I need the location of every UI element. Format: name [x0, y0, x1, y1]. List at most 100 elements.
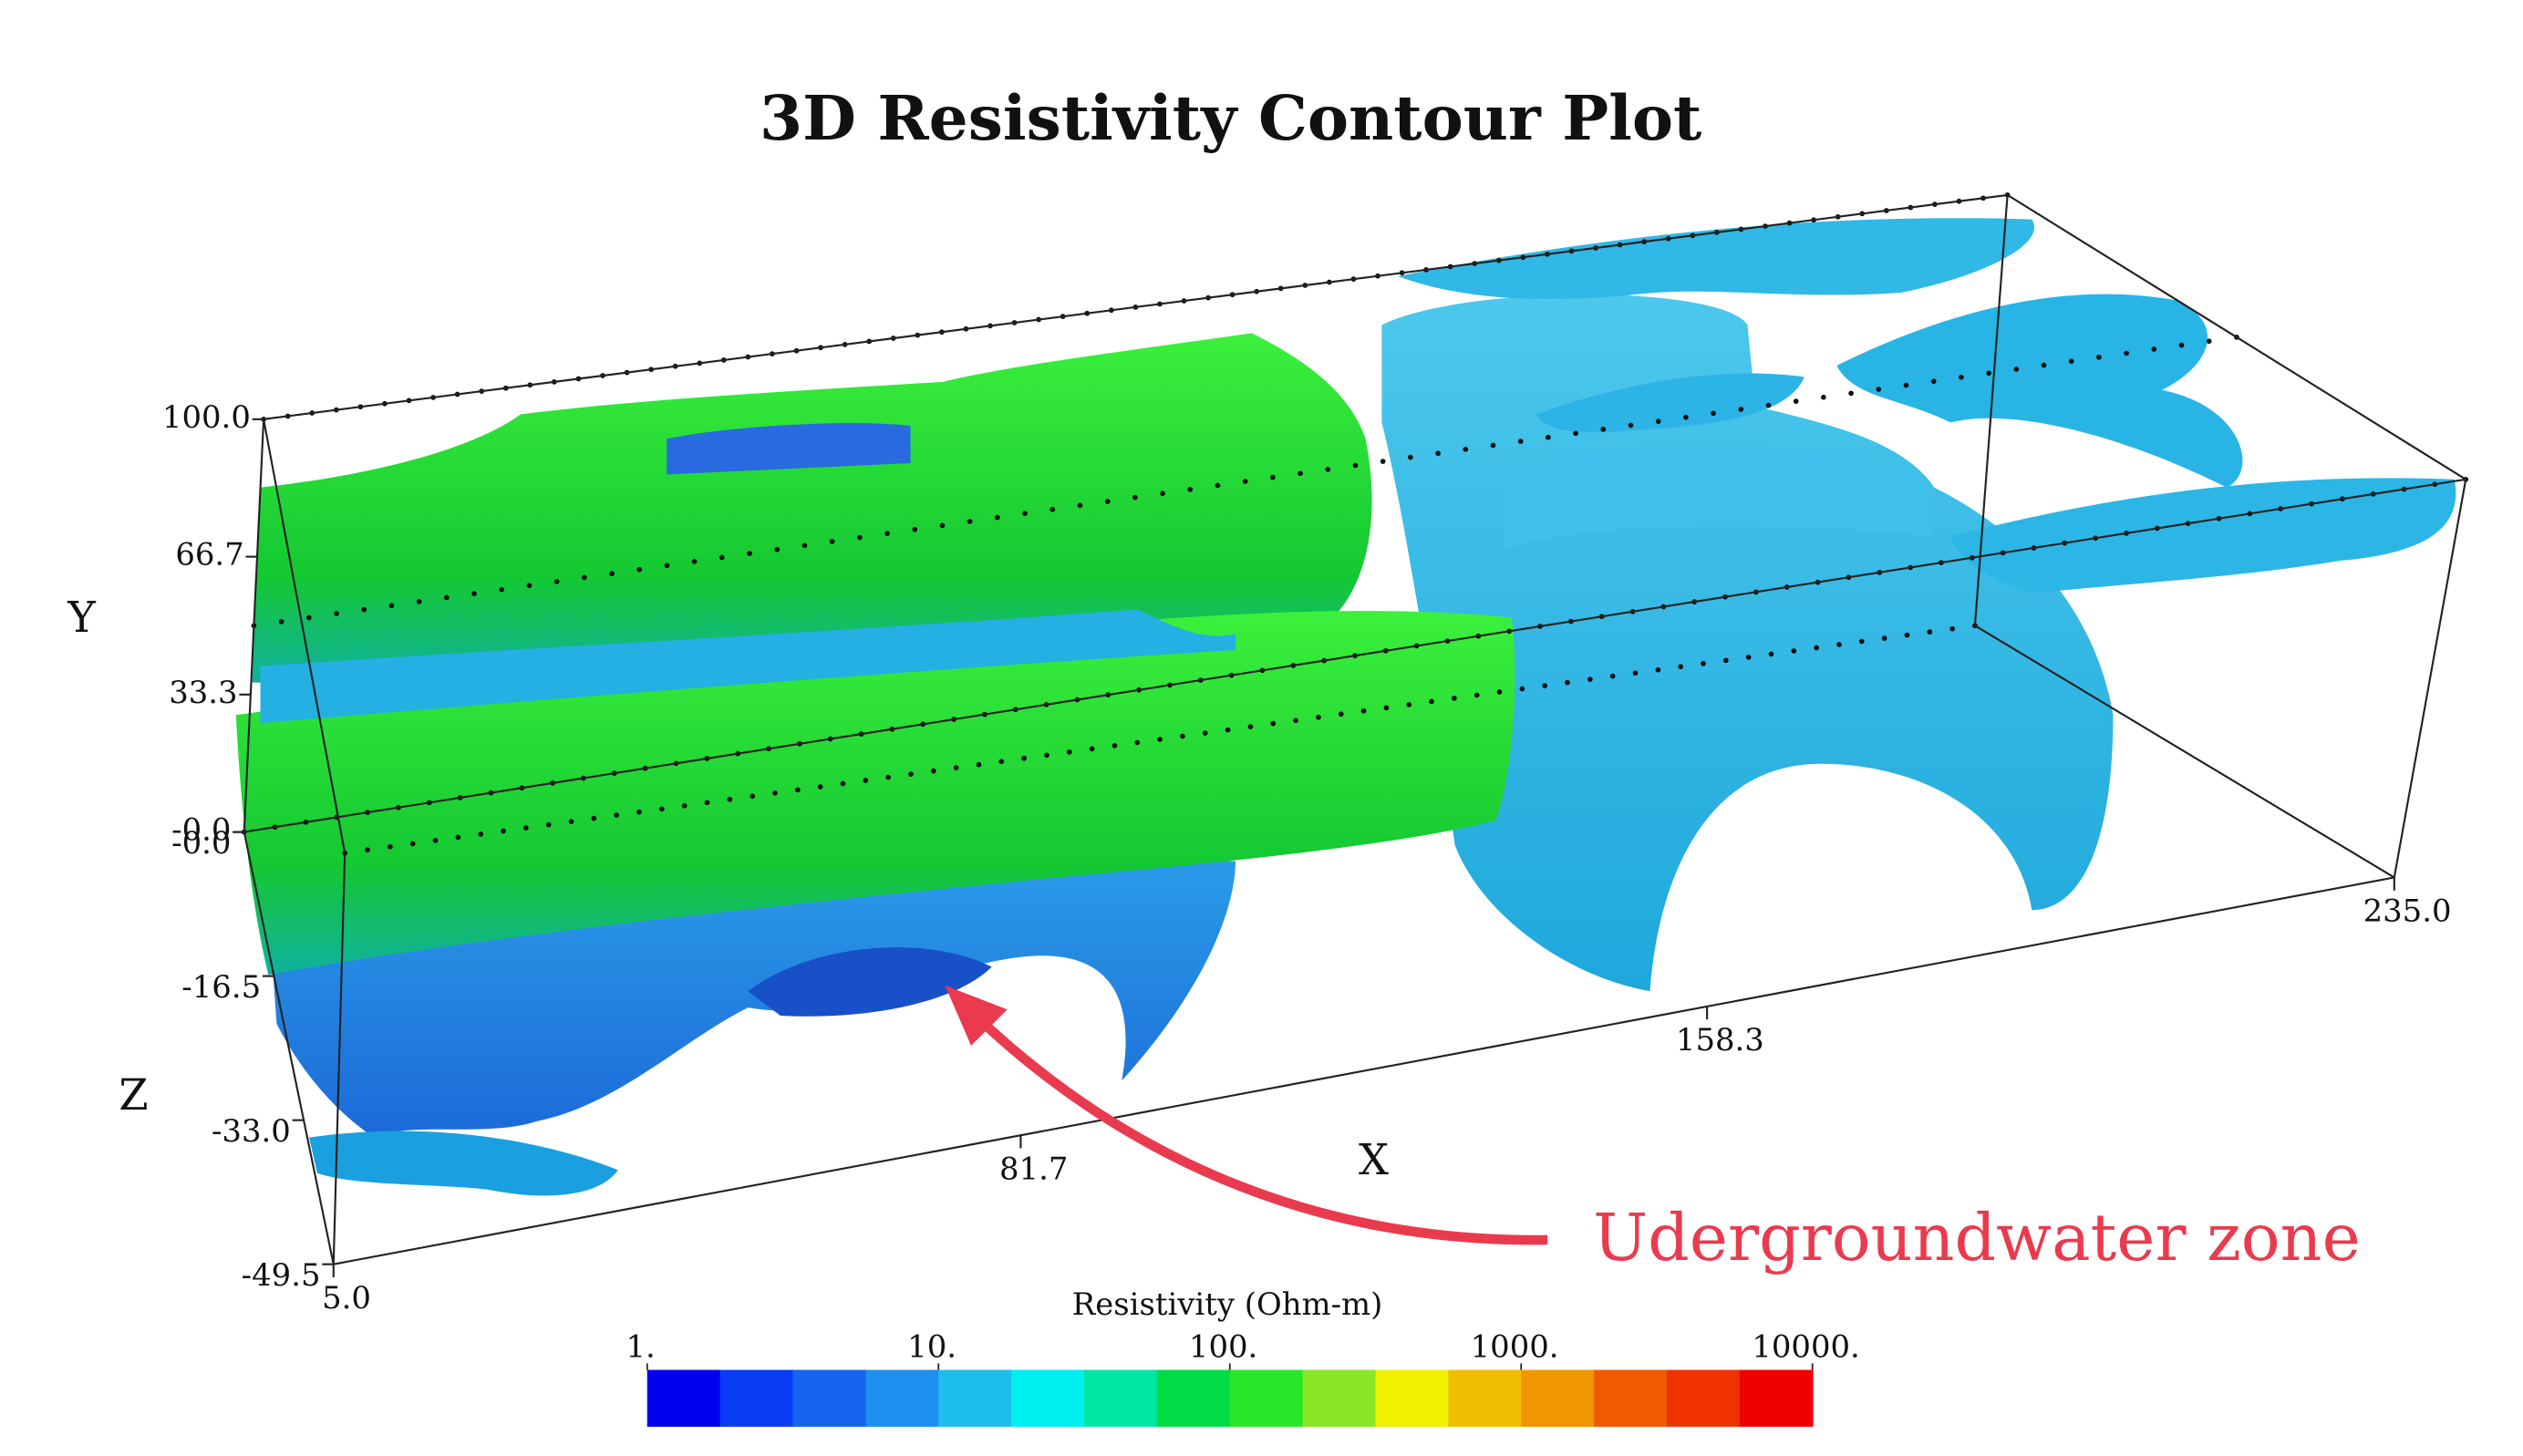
- electrode: [1711, 410, 1716, 417]
- electrode: [829, 539, 835, 544]
- electrode: [2013, 367, 2020, 372]
- electrode: [1628, 422, 1634, 429]
- box-edge: [243, 418, 265, 832]
- electrode: [1112, 743, 1118, 749]
- electrode: [1904, 632, 1910, 638]
- electrode: [1452, 696, 1457, 701]
- box-edge: [1974, 625, 2395, 879]
- electrode: [1066, 749, 1072, 755]
- y-tick-label: 33.3: [169, 675, 237, 710]
- electrode: [681, 802, 688, 809]
- colorbar-segment: [1375, 1369, 1450, 1427]
- electrode: [1848, 390, 1854, 397]
- electrode: [995, 514, 1000, 521]
- colorbar-segment: [938, 1369, 1013, 1427]
- cyan-surface: [1398, 218, 2035, 299]
- electrode: [1903, 382, 1909, 388]
- electrode: [1215, 482, 1221, 489]
- electrode: [1609, 673, 1616, 679]
- electrode: [568, 819, 574, 824]
- electrode: [1021, 755, 1027, 761]
- electrode: [636, 809, 642, 815]
- electrode: [912, 526, 918, 532]
- electrode: [1132, 494, 1138, 501]
- electrode: [659, 806, 665, 812]
- electrode: [1791, 648, 1797, 654]
- electrode: [857, 534, 863, 541]
- x-tick-label: 81.7: [999, 1151, 1068, 1186]
- box-edge: [263, 193, 2008, 420]
- electrode: [1542, 683, 1548, 688]
- electrode: [1517, 439, 1524, 444]
- y-axis-title: Y: [67, 593, 96, 642]
- electrode: [817, 784, 823, 790]
- electrode: [416, 598, 422, 604]
- electrode: [1814, 645, 1820, 651]
- electrode: [471, 591, 477, 596]
- electrode: [1765, 402, 1772, 408]
- electrode: [499, 586, 505, 593]
- electrode: [1881, 635, 1887, 641]
- colorbar: 1. 10. 100. 1000. 10000.: [626, 1328, 1860, 1427]
- electrode: [361, 606, 367, 613]
- colorbar-tick-label: 1.: [626, 1328, 655, 1364]
- isosurfaces: [235, 218, 2456, 1196]
- electrode: [1242, 479, 1248, 484]
- blue-surface: [309, 1131, 618, 1196]
- annotation-arrow: [972, 1012, 1548, 1245]
- electrode: [2151, 346, 2157, 352]
- y-tick-label: 66.7: [175, 537, 243, 573]
- electrode: [545, 821, 552, 828]
- electrode: [1836, 642, 1842, 647]
- electrode: [334, 611, 339, 616]
- colorbar-segment: [719, 1369, 794, 1427]
- colorbar-segment: [1156, 1369, 1231, 1427]
- electrode: [953, 765, 959, 771]
- electrode: [1821, 394, 1826, 400]
- ticks: 5.0 81.7 158.3 235.0 -0.0 33.3 66.7 100.0 -0.0 -1…: [162, 399, 2452, 1316]
- electrode: [1180, 733, 1185, 739]
- electrode: [1293, 718, 1298, 724]
- electrode: [1380, 459, 1386, 464]
- electrode: [432, 838, 439, 843]
- electrode: [1187, 486, 1194, 492]
- electrode: [1325, 466, 1331, 472]
- colorbar-segment: [1083, 1369, 1158, 1427]
- colorbar-tick-label: 100.: [1189, 1328, 1257, 1364]
- electrode: [609, 571, 615, 576]
- blue-surface: [667, 423, 911, 475]
- box-edge: [2393, 479, 2467, 878]
- green-surface: [252, 333, 1372, 683]
- box-edge: [1973, 194, 2009, 626]
- colorbar-segment: [1302, 1369, 1377, 1427]
- electrode: [930, 768, 936, 774]
- electrode: [1383, 705, 1390, 711]
- electrode: [1858, 638, 1865, 645]
- z-tick-label: -16.5: [181, 969, 261, 1005]
- colorbar-segment: [865, 1369, 940, 1427]
- colorbar-segment: [646, 1369, 721, 1427]
- electrode: [908, 771, 914, 777]
- electrode: [2124, 350, 2129, 356]
- electrode: [1316, 714, 1321, 720]
- electrode: [388, 843, 393, 850]
- electrode: [591, 815, 597, 821]
- electrode: [1565, 679, 1570, 686]
- electrode: [747, 551, 752, 556]
- electrode: [581, 574, 587, 581]
- y-tick-label: 100.0: [162, 399, 251, 435]
- box-edge: [243, 478, 2466, 833]
- deep-blue-surface: [748, 947, 992, 1017]
- electrode: [2096, 354, 2102, 360]
- electrode: [1160, 490, 1165, 497]
- electrode: [1927, 629, 1933, 635]
- colorbar-tick-label: 10.: [907, 1328, 956, 1364]
- chart-title: 3D Resistivity Contour Plot: [760, 81, 1701, 154]
- x-tick-label: 158.3: [1676, 1022, 1764, 1058]
- x-tick-label: 5.0: [322, 1280, 371, 1316]
- colorbar-segment: [1594, 1369, 1668, 1427]
- electrode-lines: [241, 192, 2469, 856]
- electrode: [1089, 746, 1095, 752]
